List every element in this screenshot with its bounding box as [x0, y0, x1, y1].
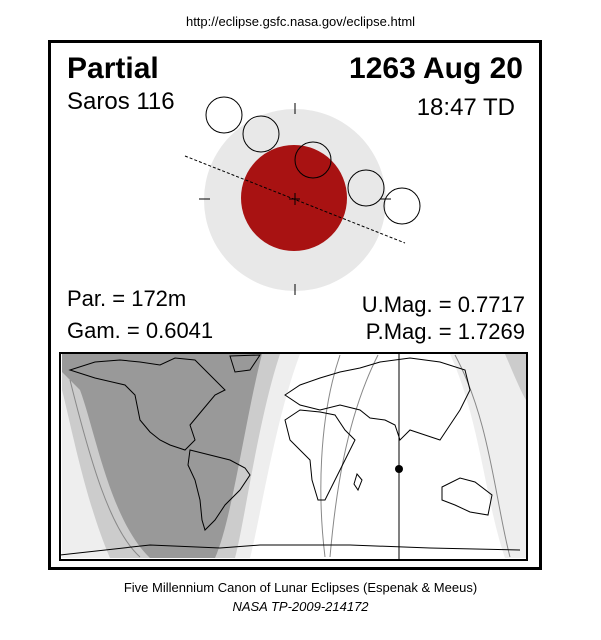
umbral-magnitude: U.Mag. = 0.7717 — [361, 292, 525, 317]
contact-curve — [320, 354, 341, 558]
contact-curve — [329, 354, 379, 558]
eclipse-date: 1263 Aug 20 — [349, 52, 523, 85]
moon-position — [294, 141, 332, 179]
moon-position — [383, 187, 421, 225]
madagascar — [353, 472, 363, 492]
antarctica — [59, 544, 521, 556]
africa — [284, 409, 356, 501]
eclipse-type: Partial — [67, 52, 159, 85]
source-url: http://eclipse.gsfc.nasa.gov/eclipse.htm… — [185, 14, 416, 29]
visibility-map — [59, 352, 528, 561]
moon-position — [347, 169, 385, 207]
saros-number: Saros 116 — [67, 88, 175, 115]
caption-reference: NASA TP-2009-214172 — [232, 599, 369, 614]
north-america — [68, 357, 226, 451]
moon-position — [205, 96, 243, 134]
partial-duration: Par. = 172m — [67, 286, 187, 311]
contact-curve — [454, 354, 511, 558]
eclipse-panel-frame — [48, 40, 542, 570]
south-america — [187, 449, 251, 531]
moon-path-line — [184, 155, 406, 244]
moon-position — [242, 115, 280, 153]
contact-curve — [69, 379, 141, 558]
eclipse-time: 18:47 TD — [416, 94, 515, 121]
europe-asia — [284, 357, 471, 441]
band-light-right — [450, 354, 526, 558]
greenland — [229, 354, 261, 373]
umbra-shadow — [241, 145, 347, 251]
band-dark-night — [62, 354, 262, 558]
subsolar-moon-point — [395, 465, 403, 473]
australia — [441, 477, 493, 516]
band-right-mid — [505, 354, 526, 400]
penumbral-magnitude: P.Mag. = 1.7269 — [365, 319, 525, 344]
gamma-value: Gam. = 0.6041 — [67, 318, 214, 343]
caption-title: Five Millennium Canon of Lunar Eclipses … — [123, 580, 478, 595]
